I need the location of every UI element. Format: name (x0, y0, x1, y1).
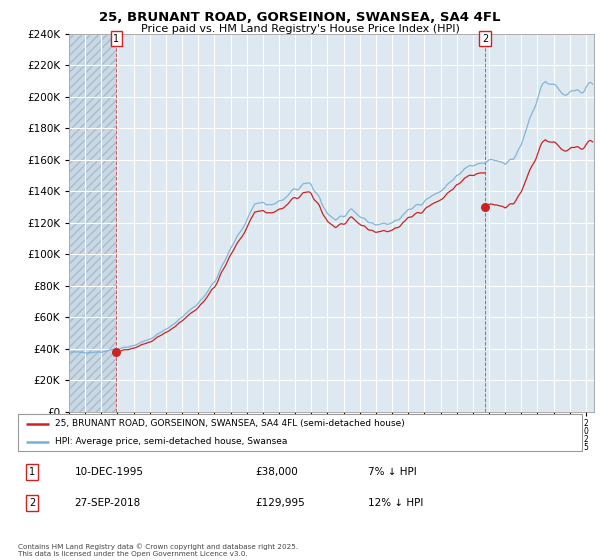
Point (480, 202, 490, 211)
Text: 1: 1 (29, 467, 35, 477)
Text: £129,995: £129,995 (255, 498, 305, 508)
Text: 2: 2 (482, 34, 488, 44)
Text: HPI: Average price, semi-detached house, Swansea: HPI: Average price, semi-detached house,… (55, 437, 287, 446)
Bar (69, 34, 116, 412)
Text: 2: 2 (29, 498, 35, 508)
Text: £38,000: £38,000 (255, 467, 298, 477)
FancyBboxPatch shape (18, 414, 582, 451)
Text: 10-DEC-1995: 10-DEC-1995 (74, 467, 143, 477)
Text: 1: 1 (113, 34, 119, 44)
Text: 7% ↓ HPI: 7% ↓ HPI (368, 467, 416, 477)
Text: Price paid vs. HM Land Registry's House Price Index (HPI): Price paid vs. HM Land Registry's House … (140, 24, 460, 34)
Text: 25, BRUNANT ROAD, GORSEINON, SWANSEA, SA4 4FL: 25, BRUNANT ROAD, GORSEINON, SWANSEA, SA… (99, 11, 501, 24)
Text: 12% ↓ HPI: 12% ↓ HPI (368, 498, 423, 508)
Text: Contains HM Land Registry data © Crown copyright and database right 2025.
This d: Contains HM Land Registry data © Crown c… (18, 544, 298, 557)
Text: 27-SEP-2018: 27-SEP-2018 (74, 498, 140, 508)
Point (112, 347, 121, 356)
Text: 25, BRUNANT ROAD, GORSEINON, SWANSEA, SA4 4FL (semi-detached house): 25, BRUNANT ROAD, GORSEINON, SWANSEA, SA… (55, 419, 404, 428)
